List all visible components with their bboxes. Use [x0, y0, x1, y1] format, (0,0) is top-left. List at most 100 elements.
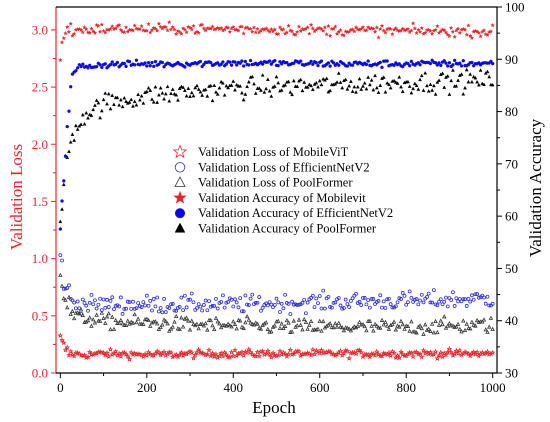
data-point	[112, 307, 116, 312]
data-point	[490, 326, 495, 331]
data-point	[317, 25, 323, 31]
data-point	[414, 330, 419, 335]
data-point	[458, 351, 465, 358]
data-point	[132, 311, 137, 317]
data-point	[260, 62, 265, 66]
data-point	[286, 79, 291, 84]
data-point	[220, 353, 226, 359]
data-point	[252, 81, 256, 86]
data-point	[110, 93, 115, 97]
data-point	[409, 59, 414, 64]
data-point	[250, 321, 255, 326]
data-point	[417, 29, 423, 34]
data-point	[439, 63, 443, 68]
data-point	[433, 318, 438, 323]
data-point	[74, 123, 78, 128]
data-point	[219, 62, 223, 67]
data-point	[483, 301, 488, 306]
data-point	[75, 66, 80, 70]
data-point	[169, 353, 176, 360]
data-point	[131, 104, 135, 108]
series-5	[58, 67, 495, 224]
data-point	[189, 291, 194, 296]
data-point	[260, 73, 265, 77]
data-point	[86, 308, 90, 313]
data-point	[279, 301, 284, 306]
data-point	[334, 324, 340, 329]
data-point	[65, 124, 69, 129]
data-point	[215, 319, 220, 324]
data-point	[255, 300, 260, 305]
data-point	[169, 302, 173, 307]
data-point	[345, 325, 350, 330]
data-point	[291, 78, 296, 83]
data-point	[233, 297, 237, 302]
data-point	[181, 308, 186, 313]
data-point	[109, 351, 116, 358]
data-point	[154, 321, 160, 326]
data-point	[461, 59, 465, 63]
data-point	[131, 299, 135, 304]
data-point	[136, 301, 141, 305]
data-point	[106, 311, 111, 316]
data-point	[81, 352, 88, 358]
data-point	[180, 324, 186, 329]
data-point	[386, 326, 392, 331]
data-point	[394, 352, 401, 358]
data-point	[281, 26, 286, 32]
data-point	[407, 289, 412, 294]
data-point	[290, 350, 297, 357]
data-point	[346, 355, 353, 361]
data-point	[67, 283, 71, 288]
data-point	[239, 348, 245, 355]
data-point	[395, 300, 400, 305]
data-point	[374, 25, 380, 30]
data-point	[124, 99, 128, 103]
data-point	[137, 97, 142, 102]
data-point	[80, 112, 85, 117]
data-point	[245, 302, 250, 307]
data-point	[219, 79, 224, 84]
data-point	[269, 62, 274, 66]
data-point	[184, 305, 189, 310]
data-point	[372, 29, 378, 34]
data-point	[172, 27, 177, 32]
data-point	[87, 300, 92, 305]
data-point	[454, 324, 459, 329]
data-point	[144, 28, 150, 33]
data-point	[286, 23, 291, 28]
data-point	[461, 318, 466, 323]
data-point	[128, 349, 135, 355]
data-point	[225, 25, 231, 30]
data-point	[431, 330, 437, 335]
data-point	[385, 80, 390, 85]
data-point	[168, 349, 174, 356]
data-point	[161, 317, 167, 322]
data-point	[481, 27, 487, 33]
data-point	[463, 297, 467, 302]
data-point	[350, 89, 355, 93]
legend-item: Validation Accuracy of EfficientNetV2	[174, 206, 393, 220]
data-point	[417, 350, 423, 357]
data-point	[308, 352, 314, 358]
data-point	[421, 331, 426, 336]
data-point	[62, 346, 69, 353]
data-point	[397, 75, 402, 79]
data-point	[342, 306, 346, 310]
data-point	[326, 61, 331, 65]
data-point	[455, 26, 461, 31]
data-point	[402, 293, 407, 298]
data-point	[57, 57, 63, 63]
data-point	[369, 297, 374, 301]
data-point	[264, 347, 271, 354]
data-point	[431, 288, 436, 293]
data-point	[459, 64, 464, 68]
data-point	[295, 303, 300, 308]
data-point	[89, 292, 94, 297]
data-point	[201, 323, 207, 328]
data-point	[467, 352, 474, 359]
data-point	[421, 300, 426, 305]
data-point	[267, 88, 272, 93]
data-point	[426, 291, 431, 296]
